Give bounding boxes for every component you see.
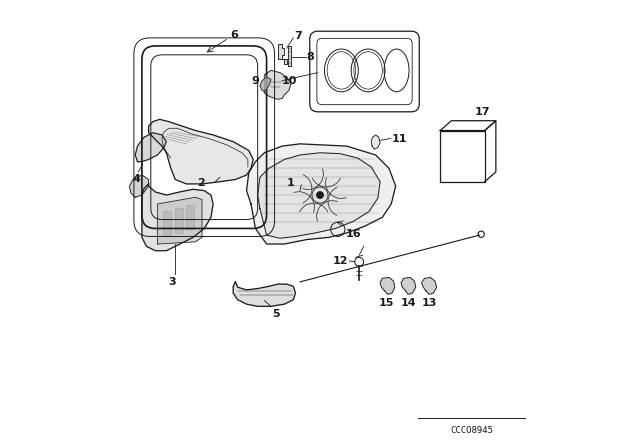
Text: 3: 3 [168, 276, 176, 287]
Polygon shape [233, 282, 296, 306]
Polygon shape [401, 277, 416, 294]
Text: 9: 9 [252, 76, 259, 86]
Polygon shape [288, 46, 291, 66]
Text: 6: 6 [230, 30, 238, 40]
Polygon shape [258, 153, 380, 238]
Text: 5: 5 [272, 310, 280, 319]
Polygon shape [264, 70, 291, 99]
Text: 7: 7 [294, 31, 302, 41]
Polygon shape [135, 133, 166, 162]
Text: 14: 14 [401, 298, 416, 308]
Text: 4: 4 [132, 174, 141, 184]
Polygon shape [246, 144, 396, 244]
Bar [175, 208, 183, 233]
Polygon shape [157, 197, 202, 244]
Text: 10: 10 [282, 76, 298, 86]
Bar [440, 130, 484, 182]
Polygon shape [260, 77, 271, 91]
Polygon shape [129, 175, 148, 197]
Polygon shape [148, 119, 253, 184]
Text: 1: 1 [287, 178, 294, 188]
Polygon shape [371, 135, 380, 149]
Text: CCCO8945: CCCO8945 [450, 426, 493, 435]
Text: 2: 2 [197, 178, 205, 188]
Bar [186, 205, 195, 229]
Text: 17: 17 [475, 107, 490, 117]
Polygon shape [380, 277, 395, 294]
Text: 13: 13 [421, 298, 436, 308]
Circle shape [316, 191, 324, 198]
Text: 15: 15 [378, 298, 394, 308]
Polygon shape [278, 44, 287, 64]
Text: 16: 16 [346, 229, 362, 239]
Text: 11: 11 [392, 134, 408, 143]
Text: 8: 8 [307, 52, 314, 62]
Polygon shape [142, 184, 213, 251]
Polygon shape [422, 277, 436, 294]
Bar [163, 211, 172, 235]
Text: 12: 12 [333, 256, 348, 266]
